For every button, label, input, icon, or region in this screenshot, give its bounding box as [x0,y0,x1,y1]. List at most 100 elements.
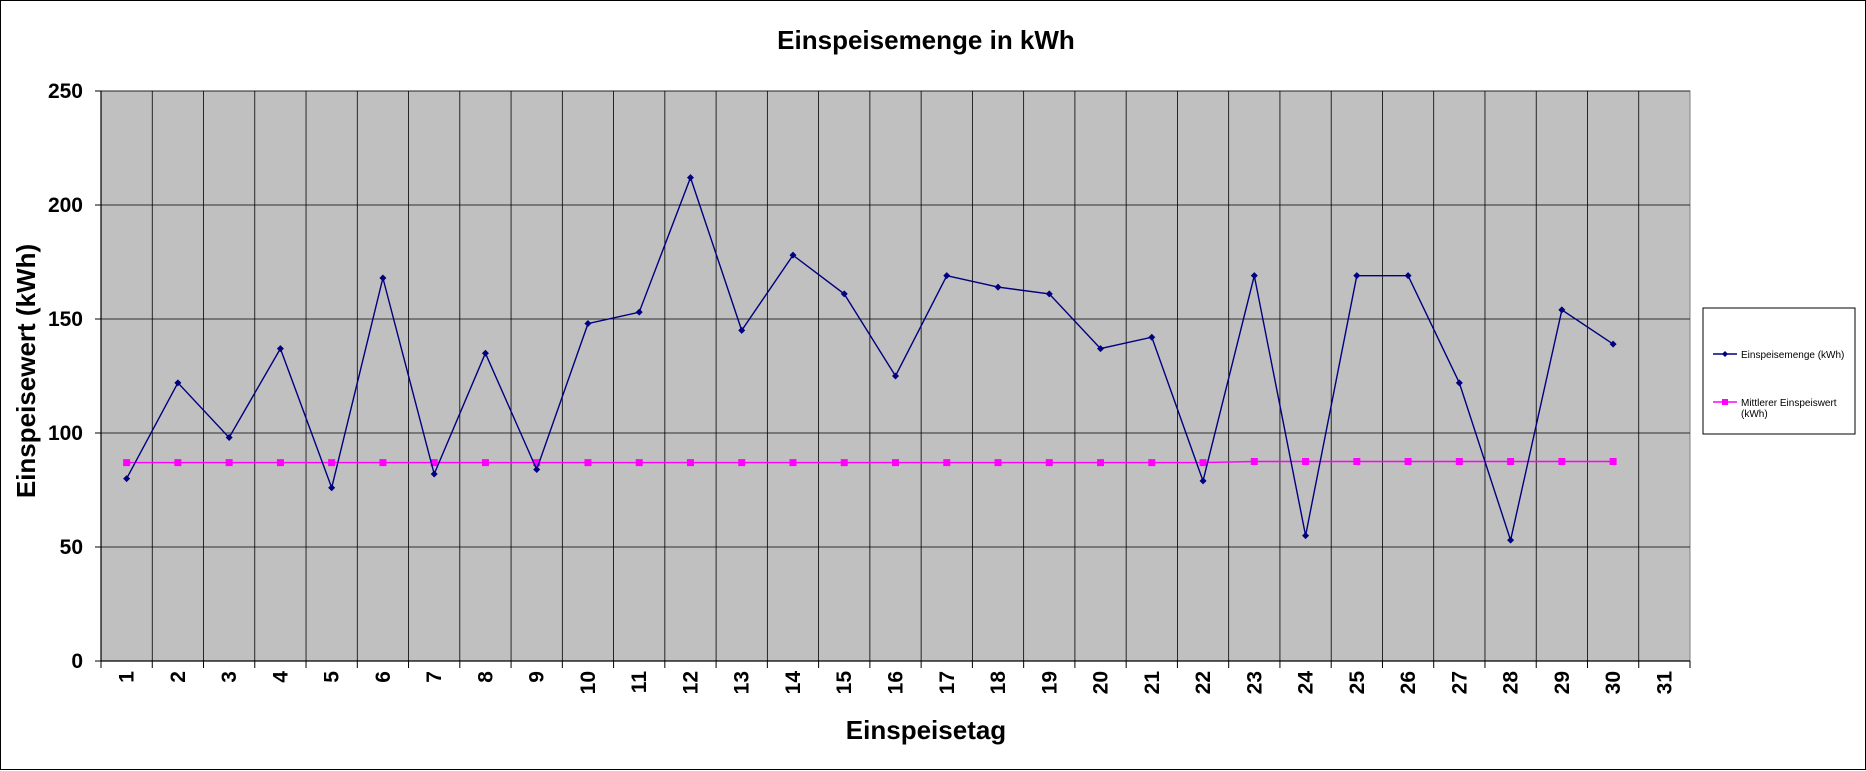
x-tick-label: 20 [1090,671,1113,694]
data-point [892,372,899,380]
x-tick-label: 9 [526,671,549,683]
data-point [1097,345,1105,353]
data-point [1353,458,1361,465]
data-point [533,459,541,467]
x-tick-label: 25 [1346,671,1369,695]
data-point [328,484,336,492]
x-tick-label: 5 [321,671,344,683]
x-tick-label: 16 [885,671,908,694]
data-point [840,459,848,467]
legend-box [1702,307,1856,435]
data-point [1558,306,1566,314]
data-point [1097,459,1105,467]
data-point [379,274,387,282]
data-point [1302,458,1310,465]
data-point [1199,477,1207,485]
data-point [840,290,848,298]
y-tick-label: 100 [48,422,83,445]
data-point [1455,379,1463,387]
data-point [584,320,592,328]
x-tick-label: 26 [1397,671,1420,694]
legend-swatch-marker [1722,351,1728,357]
x-tick-label: 3 [218,671,241,683]
data-point [994,283,1002,291]
x-tick-label: 21 [1141,671,1164,695]
series-line [125,175,1614,543]
x-tick-label: 6 [372,671,395,683]
data-point [635,308,643,316]
y-tick-label: 150 [48,308,83,331]
x-tick-label: 14 [782,671,805,695]
data-point [430,470,438,478]
data-point [174,379,182,387]
x-tick-label: 10 [577,671,600,694]
data-point [686,174,694,182]
data-point [738,459,746,467]
data-point [430,459,438,467]
data-point [174,459,182,467]
x-tick-label: 18 [987,671,1010,695]
data-point [635,459,643,467]
data-point [225,434,233,442]
x-tick-label: 22 [1192,671,1215,694]
data-point [225,459,233,467]
data-point [328,459,336,467]
data-point [1148,333,1156,341]
y-tick-label: 250 [48,80,83,103]
y-tick-label: 50 [60,536,83,559]
x-tick-label: 4 [269,671,292,683]
data-point [1199,459,1207,467]
legend-label: (kWh) [1741,409,1768,420]
data-point [1455,458,1463,465]
x-tick-label: 24 [1295,671,1318,695]
series-line [126,460,1614,464]
data-point [1148,459,1156,467]
legend-swatch-marker [1722,399,1728,405]
x-tick-label: 27 [1448,671,1471,694]
data-point [1609,340,1617,348]
data-point [1353,272,1361,280]
data-point [1250,458,1258,465]
data-point [1404,458,1412,465]
data-point [1302,532,1310,540]
data-point [789,251,797,259]
x-axis-title: Einspeisetag [846,715,1006,745]
data-point [1507,458,1515,465]
data-point [276,345,284,353]
x-tick-label: 1 [116,671,139,683]
legend-label: Mittlerer Einspeiswert [1741,398,1837,409]
legend-label: Einspeisemenge (kWh) [1741,350,1844,361]
data-point [994,459,1002,467]
data-point [123,475,131,483]
x-tick-label: 28 [1500,671,1523,695]
data-point [1609,458,1617,465]
x-tick-label: 8 [474,671,497,683]
x-tick-label: 2 [167,671,190,683]
data-point [1250,272,1258,280]
data-point [943,272,951,280]
x-tick-label: 23 [1243,671,1266,694]
y-tick-label: 200 [48,194,83,217]
x-tick-label: 11 [628,671,651,694]
data-point [1507,536,1515,544]
data-point [584,459,592,467]
data-point [738,326,746,334]
x-tick-label: 7 [423,671,446,683]
x-tick-label: 19 [1038,671,1061,694]
data-point [686,459,694,467]
data-point [789,459,797,467]
data-point [892,459,899,467]
x-tick-label: 29 [1551,671,1574,694]
x-tick-label: 17 [936,671,959,694]
data-point [1404,272,1412,280]
legend: Einspeisemenge (kWh) Mittlerer Einspeiswe… [1702,307,1856,435]
data-point [943,459,951,467]
data-point [1045,459,1053,467]
data-point [1045,290,1053,298]
data-point [276,459,284,467]
x-tick-label: 31 [1653,671,1676,695]
data-point [533,465,541,473]
